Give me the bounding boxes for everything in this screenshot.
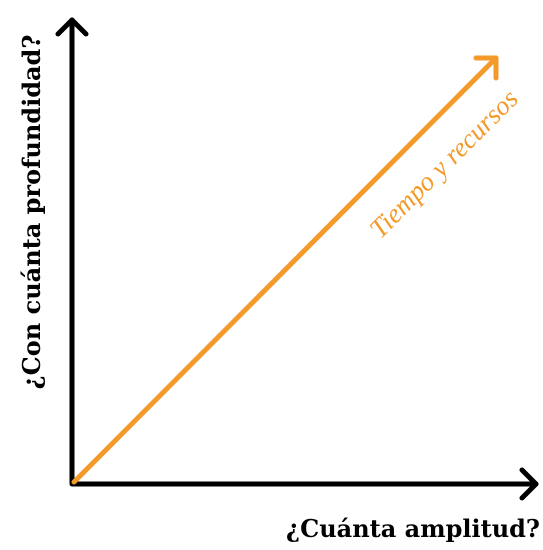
y-axis-label: ¿Con cuánta profundidad? <box>17 35 46 390</box>
arrow-line <box>71 55 499 485</box>
axes <box>55 17 539 501</box>
x-arrowhead <box>519 467 539 501</box>
x-axis-label: ¿Cuánta amplitud? <box>286 514 540 543</box>
arrow-head <box>473 55 499 81</box>
growth-arrow <box>71 55 499 485</box>
axis-lines <box>69 17 539 487</box>
y-arrowhead <box>55 17 89 37</box>
